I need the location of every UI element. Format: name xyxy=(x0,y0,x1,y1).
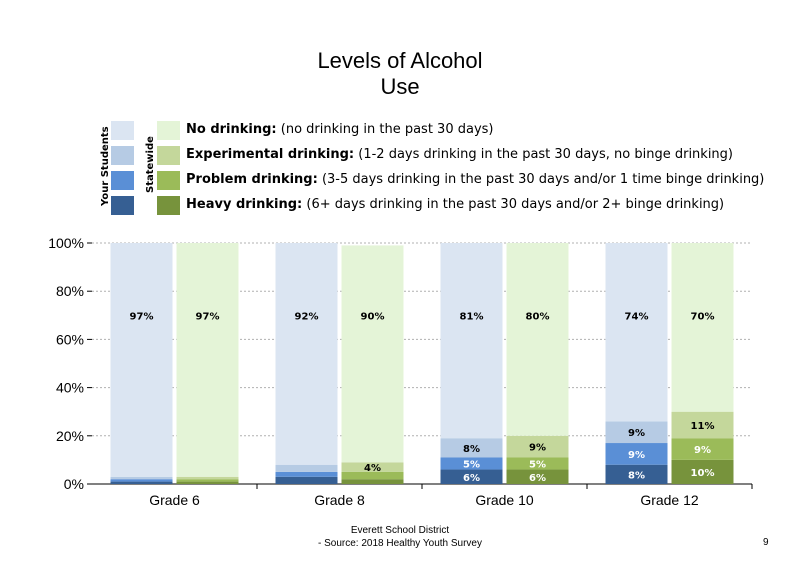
data-label: 70% xyxy=(691,311,715,322)
y-tick-label: 40% xyxy=(56,380,84,396)
bar-segment-problem xyxy=(671,438,734,460)
legend-item-title: Heavy drinking: xyxy=(186,197,303,212)
legend-item-desc: (6+ days drinking in the past 30 days an… xyxy=(302,197,725,212)
bar-segment-experimental xyxy=(440,438,503,458)
chart-title: Levels of Alcohol Use xyxy=(0,48,800,100)
legend-swatch-students-heavy xyxy=(111,196,134,215)
legend-swatch-students-problem xyxy=(111,171,134,190)
data-label: 5% xyxy=(463,460,480,471)
data-label: 81% xyxy=(460,311,484,322)
bar-segment-heavy xyxy=(605,464,668,484)
bar-segment-experimental xyxy=(176,476,239,480)
bar-segment-heavy xyxy=(671,459,734,484)
bar-segment-problem xyxy=(341,471,404,480)
data-label: 9% xyxy=(529,443,546,454)
x-category-label: Grade 6 xyxy=(149,492,200,508)
bar-segment-none xyxy=(671,243,734,412)
y-tick-label: 80% xyxy=(56,283,84,299)
data-label: 4% xyxy=(364,463,381,474)
data-label: 92% xyxy=(295,311,319,322)
legend-item-no-drinking: No drinking: (no drinking in the past 30… xyxy=(186,122,493,137)
chart-title-line1: Levels of Alcohol xyxy=(317,48,483,73)
legend-item-title: Problem drinking: xyxy=(186,172,318,187)
bar-segment-none xyxy=(506,243,569,436)
x-category-label: Grade 12 xyxy=(640,492,699,508)
bar-segment-none xyxy=(440,243,503,439)
chart-title-line2: Use xyxy=(380,74,420,99)
page-number: 9 xyxy=(763,537,769,548)
footer-source: - Source: 2018 Healthy Youth Survey xyxy=(318,538,482,549)
bar-segment-problem xyxy=(176,479,239,482)
bar-segment-heavy xyxy=(275,476,338,484)
y-tick-label: 100% xyxy=(48,235,84,251)
data-label: 74% xyxy=(625,311,649,322)
legend-swatch-statewide-experimental xyxy=(157,146,180,165)
data-label: 80% xyxy=(526,311,550,322)
legend-swatch-students-none xyxy=(111,121,134,140)
bar-segment-none xyxy=(605,243,668,422)
legend-item-desc: (3-5 days drinking in the past 30 days a… xyxy=(317,172,765,187)
bar-segment-experimental xyxy=(275,464,338,472)
data-label: 97% xyxy=(130,311,154,322)
data-label: 6% xyxy=(529,473,546,484)
data-label: 9% xyxy=(628,428,645,439)
bar-segment-problem xyxy=(506,457,569,470)
bar-segment-experimental xyxy=(110,476,173,480)
data-label: 8% xyxy=(463,444,480,455)
x-category-label: Grade 10 xyxy=(475,492,534,508)
y-tick-label: 20% xyxy=(56,428,84,444)
legend-swatch-statewide-none xyxy=(157,121,180,140)
data-label: 97% xyxy=(196,311,220,322)
footer-district: Everett School District xyxy=(350,525,450,536)
bar-segment-none xyxy=(110,243,173,477)
data-label: 9% xyxy=(694,445,711,456)
bar-segment-heavy xyxy=(341,479,404,484)
bar-segment-problem xyxy=(110,479,173,482)
bar-segment-experimental xyxy=(671,411,734,439)
data-label: 9% xyxy=(628,450,645,461)
bar-segment-none xyxy=(176,243,239,477)
legend-swatch-statewide-heavy xyxy=(157,196,180,215)
y-tick-label: 60% xyxy=(56,331,84,347)
legend-item-desc: (no drinking in the past 30 days) xyxy=(276,122,494,137)
bar-segment-heavy xyxy=(110,481,173,484)
bar-segment-experimental xyxy=(605,421,668,444)
bar-segment-problem xyxy=(275,471,338,477)
bar-segment-heavy xyxy=(440,469,503,484)
data-label: 90% xyxy=(361,311,385,322)
bar-segment-heavy xyxy=(176,481,239,484)
bar-segment-problem xyxy=(440,457,503,470)
legend-swatch-students-experimental xyxy=(111,146,134,165)
bar-segment-none xyxy=(341,245,404,463)
data-label: 11% xyxy=(691,421,715,432)
legend-swatch-statewide-problem xyxy=(157,171,180,190)
data-label: 10% xyxy=(691,468,715,479)
x-category-label: Grade 8 xyxy=(314,492,365,508)
legend-item-title: No drinking: xyxy=(186,122,277,137)
bar-segment-experimental xyxy=(341,462,404,472)
bar-segment-none xyxy=(275,243,338,465)
legend-item-heavy: Heavy drinking: (6+ days drinking in the… xyxy=(186,197,724,212)
legend-item-desc: (1-2 days drinking in the past 30 days, … xyxy=(354,147,733,162)
legend-item-title: Experimental drinking: xyxy=(186,147,355,162)
bar-segment-problem xyxy=(605,443,668,465)
data-label: 6% xyxy=(463,473,480,484)
bar-segment-heavy xyxy=(506,469,569,484)
data-label: 8% xyxy=(628,470,645,481)
legend-item-experimental: Experimental drinking: (1-2 days drinkin… xyxy=(186,147,733,162)
legend-item-problem: Problem drinking: (3-5 days drinking in … xyxy=(186,172,764,187)
data-label: 5% xyxy=(529,460,546,471)
bar-segment-experimental xyxy=(506,435,569,458)
y-tick-label: 0% xyxy=(64,476,84,492)
